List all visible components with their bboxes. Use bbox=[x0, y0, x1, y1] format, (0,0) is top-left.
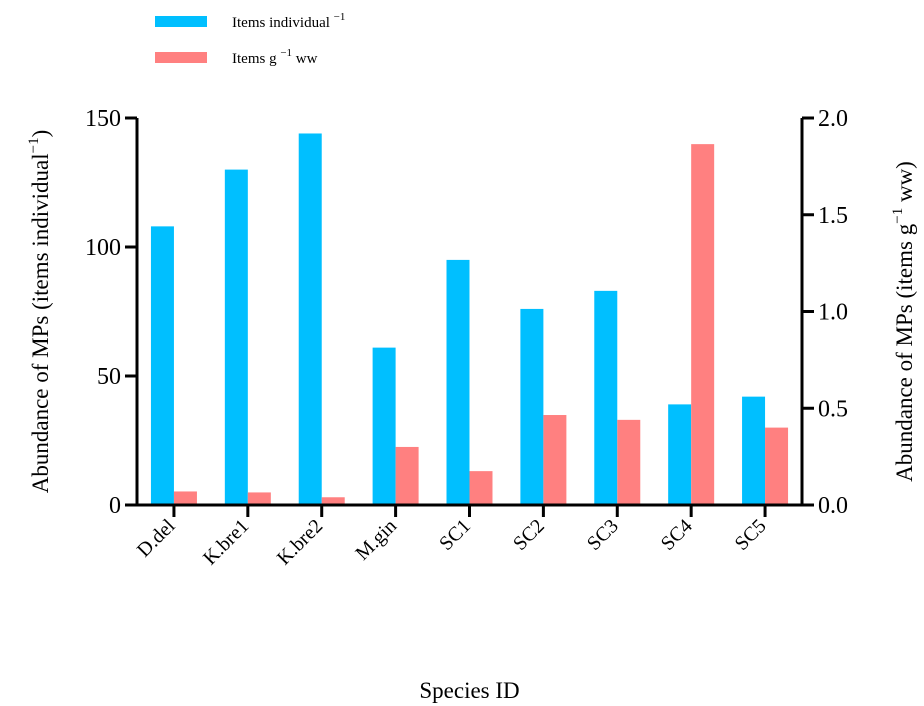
left-y-axis-title: Abundance of MPs (items individual−1) bbox=[26, 130, 53, 494]
bar-individual-sc3 bbox=[594, 290, 618, 505]
left-tick-label-150: 150 bbox=[85, 106, 121, 132]
left-tick-label-100: 100 bbox=[85, 235, 121, 261]
bar-gww-ddel bbox=[173, 491, 197, 505]
right-tick-label-0.5: 0.5 bbox=[818, 396, 848, 422]
right-tick-label-1.5: 1.5 bbox=[818, 203, 848, 229]
legend-label-2: Items g −1 ww bbox=[232, 47, 318, 67]
bar-gww-kbre2 bbox=[321, 497, 345, 505]
right-y-axis-title: Abundance of MPs (items g−1 ww) bbox=[890, 161, 917, 482]
left-y-title-superscript: −1 bbox=[26, 137, 42, 153]
right-tick-label-0.0: 0.0 bbox=[818, 493, 848, 519]
bar-gww-sc1 bbox=[469, 471, 493, 505]
right-y-title-text: Abundance of MPs (items g bbox=[892, 223, 917, 482]
category-label-mgin: M.gin bbox=[351, 515, 401, 565]
left-y-title-close: ) bbox=[28, 130, 53, 138]
category-label-sc1: SC1 bbox=[435, 515, 475, 555]
bars bbox=[150, 133, 789, 506]
bar-individual-sc1 bbox=[446, 259, 470, 505]
left-tick-label-0: 0 bbox=[109, 493, 121, 519]
bar-gww-sc5 bbox=[765, 427, 789, 505]
bar-individual-kbre1 bbox=[224, 169, 248, 505]
legend-label-suffix-2: ww bbox=[292, 51, 318, 67]
left-tick-label-50: 50 bbox=[97, 364, 121, 390]
right-tick-label-2.0: 2.0 bbox=[818, 106, 848, 132]
category-label-sc5: SC5 bbox=[731, 515, 771, 555]
legend-swatch-1 bbox=[155, 16, 207, 27]
legend-swatch-2 bbox=[155, 52, 207, 63]
legend-label-text-2: Items g bbox=[232, 51, 280, 67]
left-y-title-text: Abundance of MPs (items individual bbox=[28, 153, 53, 493]
right-y-title-close: ww) bbox=[892, 161, 917, 208]
bar-individual-sc2 bbox=[520, 308, 544, 505]
category-label-sc4: SC4 bbox=[657, 515, 697, 555]
right-y-title-superscript: −1 bbox=[890, 208, 906, 224]
legend-label-text-1: Items individual bbox=[232, 15, 334, 31]
bar-gww-kbre1 bbox=[247, 492, 271, 505]
bar-individual-mgin bbox=[372, 347, 396, 505]
bar-individual-ddel bbox=[150, 226, 174, 506]
x-axis-title: Species ID bbox=[419, 678, 519, 703]
bar-gww-sc4 bbox=[691, 144, 715, 505]
bar-gww-mgin bbox=[395, 446, 419, 505]
category-label-sc2: SC2 bbox=[509, 515, 549, 555]
bar-individual-sc4 bbox=[668, 404, 692, 505]
bar-individual-kbre2 bbox=[298, 133, 322, 506]
bar-gww-sc2 bbox=[543, 415, 567, 505]
bar-gww-sc3 bbox=[617, 419, 641, 505]
legend-label-1: Items individual −1 bbox=[232, 11, 345, 31]
bar-individual-sc5 bbox=[742, 396, 766, 505]
category-label-ddel: D.del bbox=[133, 515, 180, 562]
legend-label-superscript-2: −1 bbox=[280, 47, 292, 59]
category-label-kbre1: K.bre1 bbox=[199, 515, 253, 569]
category-label-kbre2: K.bre2 bbox=[273, 515, 327, 569]
legend-label-superscript-1: −1 bbox=[334, 11, 346, 23]
right-tick-label-1.0: 1.0 bbox=[818, 300, 848, 326]
category-label-sc3: SC3 bbox=[583, 515, 623, 555]
